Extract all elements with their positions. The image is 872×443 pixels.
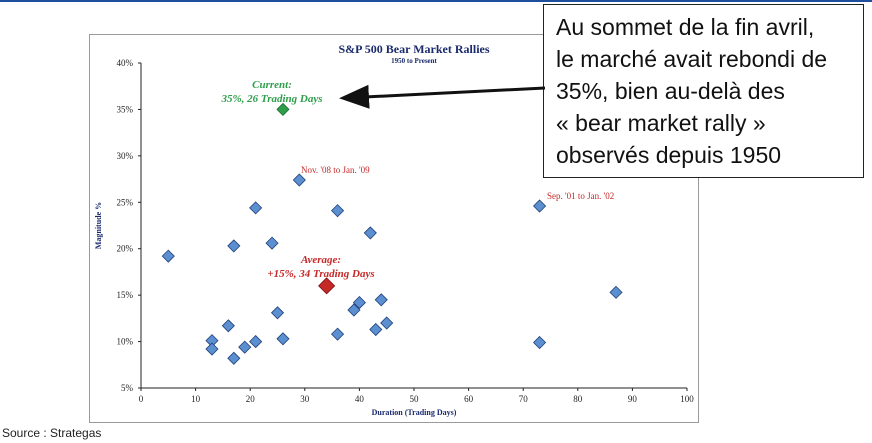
data-point [292,173,306,187]
y-tick-label: 10% [117,337,134,347]
data-point [533,335,547,350]
data-point [363,226,377,240]
y-tick-label: 30% [117,151,134,161]
x-tick-label: 0 [139,394,144,404]
sep01-label: Sep. '01 to Jan. '02 [547,191,614,201]
callout-line: observés depuis 1950 [556,142,782,168]
x-tick-label: 90 [628,394,638,404]
source-note: Source : Strategas [2,426,102,440]
current-label-line2: 35%, 26 Trading Days [220,93,322,105]
callout-line: 35%, bien au-delà des [556,78,785,104]
data-point [205,342,219,356]
data-points [161,102,623,365]
y-tick-label: 20% [117,244,134,254]
annotations: Current: 35%, 26 Trading Days Average: +… [220,79,614,280]
top-rule [0,0,872,2]
data-point [249,335,263,349]
callout-line: « bear market rally » [556,110,766,136]
chart-title: S&P 500 Bear Market Rallies [338,42,489,56]
callout-box: Au sommet de la fin avril, le marché ava… [543,4,864,178]
x-tick-label: 40 [355,394,365,404]
tick-labels: 0 10 20 30 40 50 60 70 80 90 100 5% 10% 15% 20% 25% 30% 3… [117,58,695,404]
y-tick-label: 5% [121,383,134,393]
x-tick-label: 30 [300,394,310,404]
x-tick-label: 60 [464,394,474,404]
data-point [533,199,547,213]
data-point [352,296,366,310]
callout-line: Au sommet de la fin avril, [556,14,815,40]
x-axis-label: Duration (Trading Days) [372,408,457,417]
data-point [161,249,175,263]
data-point [369,322,383,337]
x-tick-label: 80 [573,394,583,404]
x-tick-label: 20 [246,394,256,404]
nov08-label: Nov. '08 to Jan. '09 [301,165,370,175]
scatter-chart: S&P 500 Bear Market Rallies 1950 to Pres… [94,42,695,417]
y-axis-label: Magnitude % [94,202,103,249]
callout-line: le marché avait rebondi de [556,46,828,72]
data-point [609,285,623,299]
data-point [227,239,241,253]
data-point [380,316,394,330]
y-tick-label: 35% [117,104,134,114]
x-tick-label: 10 [191,394,201,404]
data-point [374,293,388,307]
y-tick-label: 15% [117,290,134,300]
data-point [227,351,241,365]
data-point [265,236,279,250]
data-point [238,340,252,354]
y-tick-label: 40% [117,58,134,68]
data-point [330,327,345,341]
average-point [318,277,336,295]
x-tick-label: 50 [410,394,420,404]
average-label-line1: Average: [300,254,341,266]
data-point [221,319,235,333]
chart-subtitle: 1950 to Present [391,57,437,65]
data-point [330,204,345,218]
axes [138,62,688,391]
data-point [249,201,263,215]
average-label-line2: +15%, 34 Trading Days [267,268,374,280]
x-tick-label: 100 [680,394,694,404]
data-point [347,303,361,317]
current-label-line1: Current: [252,79,292,91]
current-point [276,102,290,116]
data-point [276,332,290,346]
x-tick-label: 70 [519,394,529,404]
y-tick-label: 25% [117,197,134,207]
data-point [270,306,285,320]
